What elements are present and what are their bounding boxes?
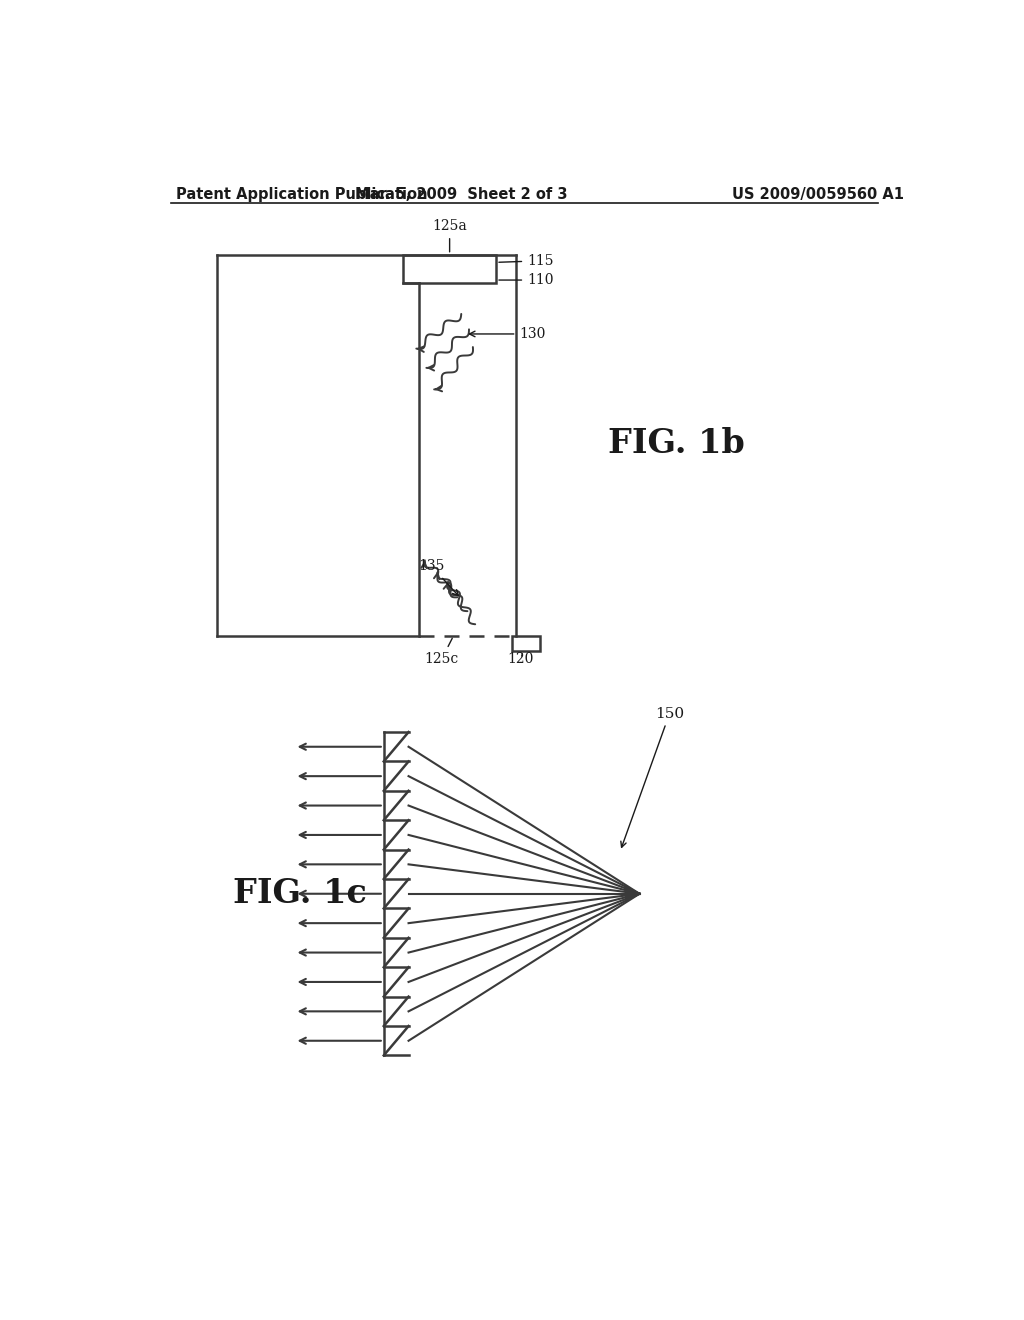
Text: 150: 150 (621, 706, 684, 847)
Text: FIG. 1b: FIG. 1b (608, 426, 745, 459)
Text: 135: 135 (419, 560, 459, 595)
Text: 125c: 125c (425, 639, 459, 665)
Text: Patent Application Publication: Patent Application Publication (176, 187, 428, 202)
Text: 120: 120 (508, 652, 535, 665)
Text: Mar. 5, 2009  Sheet 2 of 3: Mar. 5, 2009 Sheet 2 of 3 (355, 187, 567, 202)
Polygon shape (626, 886, 640, 902)
Text: 110: 110 (499, 273, 554, 286)
Text: 130: 130 (469, 327, 546, 341)
Text: US 2009/0059560 A1: US 2009/0059560 A1 (732, 187, 904, 202)
Bar (403, 255, 496, 284)
Text: 125a: 125a (432, 219, 467, 252)
Text: 115: 115 (499, 253, 554, 268)
Bar (512, 636, 541, 651)
Text: FIG. 1c: FIG. 1c (232, 878, 367, 911)
